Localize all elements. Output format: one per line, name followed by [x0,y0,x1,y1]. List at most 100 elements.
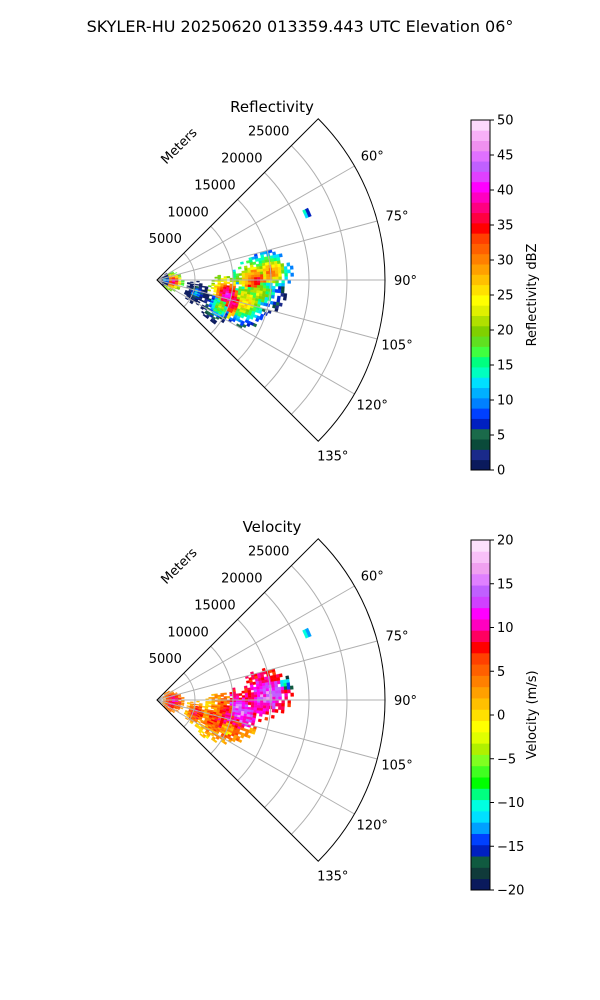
echo-cell [213,290,217,293]
echo-cell [214,696,218,699]
echo-cell [263,694,267,698]
echo-cell [180,704,185,706]
echo-cell [265,288,270,292]
echo-cell [235,281,240,285]
range-tick-label: 20000 [221,572,262,587]
echo-cell [241,690,246,694]
angle-tick-label: 60° [361,150,384,165]
echo-cell [277,263,282,268]
azimuth-spoke [156,640,378,701]
echo-cell [277,266,282,271]
colorbar-swatch [471,192,490,203]
colorbar-swatch [471,573,490,586]
colorbar-swatch [471,212,490,224]
echo-cell [176,287,180,291]
echo-cell [250,687,254,691]
echo-cell [286,262,291,267]
reflectivity-range-axis-label: Meters [159,125,201,167]
echo-cell [271,687,276,692]
echo-cell [201,285,206,288]
colorbar-swatch [471,397,490,409]
echo-cell [258,316,264,321]
echo-cell [280,686,285,691]
echo-cell [250,272,255,276]
echo-cell [226,281,231,284]
echo-cell [220,694,224,697]
colorbar-swatch [471,856,490,868]
echo-cell [256,686,260,690]
echo-cell [281,286,285,291]
echo-cell [281,703,285,707]
echo-cell [210,286,215,290]
echo-cell [264,262,269,266]
echo-cell [260,274,264,278]
echo-cell [280,683,285,688]
echo-cell [244,690,249,694]
echo-cell [190,701,194,704]
colorbar-swatch [471,150,490,162]
colorbar-label: Velocity (m/s) [525,670,540,759]
echo-cell [263,282,267,286]
echo-cell [177,276,182,278]
echo-cell [265,265,270,269]
echo-cell [241,270,246,274]
colorbar-tick-label: −10 [497,796,524,811]
echo-cell [276,260,281,265]
reflectivity-range-labels: 5000 10000 15000 20000 25000 [149,125,290,247]
echo-cell [266,282,270,287]
echo-cell [262,685,267,690]
echo-cell [286,682,291,687]
echo-cell [265,711,270,715]
echo-cell [162,698,167,700]
echo-cell [186,705,191,708]
echo-cell [215,316,220,320]
colorbar-swatch [471,810,490,823]
echo-cell [177,696,182,698]
echo-cell [265,685,270,689]
echo-cell [213,739,218,744]
colorbar-swatch [471,652,490,665]
echo-cell [250,704,255,708]
echo-cell [283,266,288,271]
echo-cell [250,694,255,698]
echo-cell [259,685,263,690]
range-tick-label: 15000 [194,598,235,613]
echo-cell [242,323,247,329]
colorbar-swatch [471,315,490,327]
colorbar-swatch [471,233,490,244]
echo-cell [274,709,279,713]
colorbar-swatch [471,171,490,183]
echo-cell [163,691,167,695]
echo-cell [244,704,249,708]
colorbar-tick-label: 15 [497,577,514,592]
echo-cell [172,709,176,712]
sector-frame [156,538,386,862]
range-tick-label: 25000 [248,545,289,560]
echo-cell [250,274,255,278]
colorbar-swatch [471,641,490,654]
echo-cell [241,695,246,698]
echo-cell [284,269,288,274]
echo-cell [281,699,285,704]
echo-cell [226,276,231,279]
echo-cell [275,270,279,274]
echo-cell [244,275,249,278]
echo-cell [244,284,249,288]
echo-cell [244,272,249,276]
echo-cell [252,261,257,265]
echo-cell [196,700,200,703]
echo-cell [272,702,276,707]
echo-cell [306,211,312,218]
echo-cell [247,692,252,696]
range-tick-label: 10000 [167,625,208,640]
echo-cell [238,704,243,707]
echo-cell [255,317,260,323]
echo-cell [208,696,212,699]
echo-cell [274,267,279,271]
colorbar-swatch [471,120,490,131]
echo-cell [278,703,282,707]
colorbar-tick-label: 15 [497,359,514,374]
velocity-grid [156,538,386,862]
colorbar-swatch [471,418,490,430]
